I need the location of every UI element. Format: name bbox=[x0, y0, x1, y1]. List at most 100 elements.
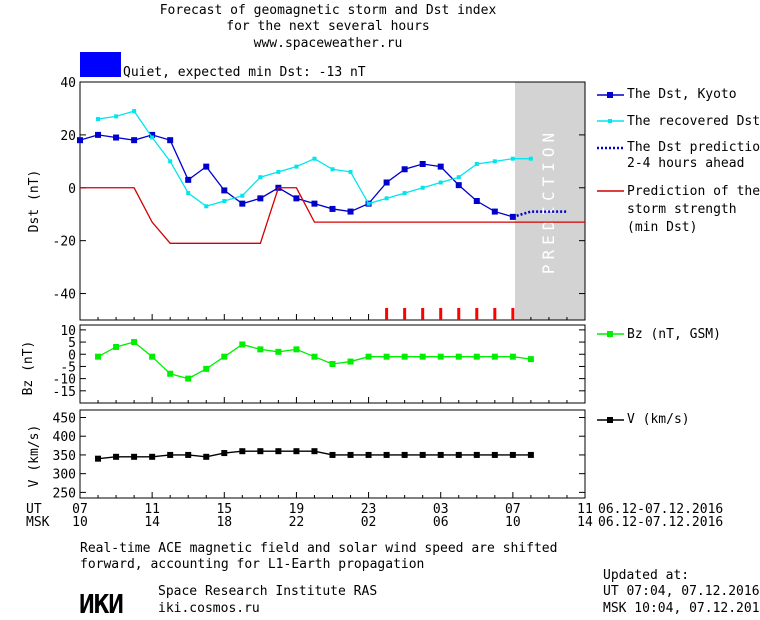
legend-kyoto: The Dst, Kyoto bbox=[627, 87, 737, 102]
bz-point bbox=[527, 356, 534, 363]
institute-url[interactable]: iki.cosmos.ru bbox=[158, 601, 260, 616]
dst-recovered-point bbox=[150, 135, 155, 140]
v-point bbox=[113, 453, 120, 460]
updated-msk: MSK 10:04, 07.12.2016 bbox=[603, 601, 760, 616]
dst-kyoto-point bbox=[77, 137, 83, 144]
footer-note-2: forward, accounting for L1-Earth propaga… bbox=[80, 557, 425, 572]
v-point bbox=[473, 451, 480, 458]
msk-tick-label: 14 bbox=[144, 515, 160, 530]
bz-point bbox=[131, 339, 138, 346]
dst-kyoto-point bbox=[149, 131, 156, 138]
dst-kyoto-point bbox=[383, 179, 390, 186]
dst-recovered-point bbox=[510, 156, 515, 161]
dst-kyoto-point bbox=[95, 131, 102, 138]
dst-recovered-point bbox=[456, 175, 461, 180]
bz-ytick-label: -15 bbox=[53, 385, 76, 400]
bz-point bbox=[185, 375, 192, 382]
dst-recovered-point bbox=[420, 185, 425, 190]
dst-kyoto-point bbox=[437, 163, 444, 170]
prediction-label: PREDICTION bbox=[539, 128, 558, 274]
v-point bbox=[383, 451, 390, 458]
ut-tick-label: 03 bbox=[432, 502, 449, 517]
msk-tick-label: 02 bbox=[360, 515, 377, 530]
ut-tick-label: 11 bbox=[144, 502, 160, 517]
ut-tick-label: 11 bbox=[577, 502, 593, 517]
bz-point bbox=[473, 353, 480, 360]
v-ytick-label: 300 bbox=[53, 468, 76, 483]
dst-recovered-point bbox=[222, 199, 227, 203]
legend-bz-marker bbox=[607, 331, 613, 337]
dst-recovered-point bbox=[258, 175, 263, 180]
dst-kyoto-point bbox=[113, 134, 120, 141]
updated-ut: UT 07:04, 07.12.2016 bbox=[603, 584, 760, 599]
bz-point bbox=[167, 370, 174, 377]
legend-storm-3: (min Dst) bbox=[627, 220, 698, 235]
dst-kyoto-point bbox=[167, 137, 174, 144]
bz-point bbox=[275, 348, 282, 355]
bz-ytick-label: 5 bbox=[68, 336, 76, 351]
v-point bbox=[185, 451, 192, 458]
ut-tick-label: 23 bbox=[360, 502, 377, 517]
bz-point bbox=[437, 353, 444, 360]
legend-storm-2: storm strength bbox=[627, 202, 737, 217]
updated-label: Updated at: bbox=[603, 568, 690, 583]
legend-prediction-1: The Dst prediction bbox=[627, 140, 760, 155]
bz-point bbox=[311, 353, 318, 360]
institute-name: Space Research Institute RAS bbox=[158, 584, 378, 599]
bz-point bbox=[383, 353, 390, 360]
status-swatch bbox=[80, 52, 121, 77]
dst-kyoto-point bbox=[347, 208, 354, 215]
v-point bbox=[167, 451, 174, 458]
dst-kyoto-point bbox=[131, 137, 138, 144]
v-point bbox=[131, 453, 138, 460]
dst-kyoto-point bbox=[491, 208, 498, 215]
bz-point bbox=[113, 343, 120, 350]
ut-date-range: 06.12-07.12.2016 bbox=[598, 502, 724, 517]
dst-kyoto-point bbox=[419, 160, 426, 167]
v-ytick-label: 450 bbox=[53, 411, 76, 426]
bz-point bbox=[419, 353, 426, 360]
dst-ytick-label: -40 bbox=[53, 288, 76, 303]
v-point bbox=[275, 448, 282, 455]
dst-kyoto-point bbox=[455, 182, 462, 189]
legend-v-marker bbox=[607, 417, 613, 423]
bz-ytick-label: -10 bbox=[53, 373, 76, 388]
legend-bz: Bz (nT, GSM) bbox=[627, 327, 721, 342]
v-point bbox=[509, 451, 516, 458]
v-point bbox=[203, 453, 210, 460]
v-point bbox=[311, 448, 318, 455]
v-point bbox=[329, 451, 336, 458]
v-point bbox=[491, 451, 498, 458]
dst-recovered-point bbox=[132, 109, 137, 114]
dst-recovered-point bbox=[168, 159, 173, 164]
dst-kyoto-point bbox=[329, 205, 336, 212]
v-ytick-label: 400 bbox=[53, 430, 76, 445]
legend-recovered: The recovered Dst bbox=[627, 114, 760, 129]
dst-recovered-point bbox=[276, 169, 281, 174]
v-point bbox=[221, 450, 228, 457]
dst-kyoto-point bbox=[473, 198, 480, 204]
dst-kyoto-point bbox=[221, 187, 228, 194]
dst-recovered-point bbox=[366, 201, 371, 206]
dst-recovered-point bbox=[528, 156, 533, 161]
bz-point bbox=[239, 341, 246, 348]
bz-point bbox=[221, 353, 228, 360]
dst-kyoto-point bbox=[311, 200, 318, 207]
bz-point bbox=[95, 353, 102, 360]
v-ytick-label: 250 bbox=[53, 486, 76, 501]
bz-ytick-label: 0 bbox=[68, 348, 76, 363]
dst-recovered-point bbox=[438, 180, 443, 185]
legend bbox=[597, 92, 624, 423]
dst-recovered-point bbox=[114, 114, 119, 119]
dst-axis-label: Dst (nT) bbox=[27, 170, 42, 233]
bz-point bbox=[401, 353, 408, 360]
legend-kyoto-marker bbox=[607, 92, 613, 98]
dst-recovered-point bbox=[330, 167, 335, 172]
v-point bbox=[293, 448, 300, 455]
dst-recovered-point bbox=[474, 161, 479, 166]
msk-tick-label: 14 bbox=[577, 515, 593, 530]
dst-recovered-point bbox=[240, 193, 245, 198]
legend-storm-1: Prediction of the bbox=[627, 184, 760, 199]
bz-line bbox=[97, 341, 531, 380]
dst-recovered-point bbox=[96, 117, 101, 122]
